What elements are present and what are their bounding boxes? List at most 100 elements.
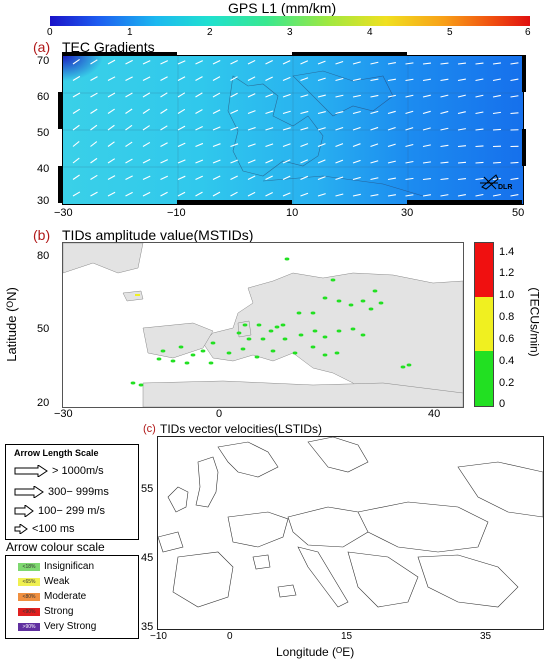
station-dot bbox=[400, 365, 406, 369]
station-dot bbox=[226, 351, 232, 355]
tiny-arrow-icon bbox=[14, 524, 28, 534]
gradient-arrow bbox=[247, 175, 256, 180]
gradient-arrow bbox=[195, 191, 203, 197]
gradient-arrow bbox=[492, 78, 501, 82]
gradient-arrow bbox=[475, 111, 484, 115]
station-dot bbox=[138, 383, 144, 387]
gradient-arrow bbox=[317, 127, 326, 131]
gradient-arrow bbox=[142, 60, 151, 65]
gradient-arrow bbox=[510, 95, 519, 98]
arrow-scale-item: <100 ms bbox=[14, 523, 75, 535]
gradient-arrow bbox=[177, 60, 186, 65]
gradient-arrow bbox=[107, 92, 116, 98]
station-dot bbox=[348, 303, 354, 307]
gradient-arrow bbox=[125, 158, 133, 164]
frame-bar bbox=[58, 166, 62, 203]
station-dot bbox=[360, 299, 366, 303]
station-dot bbox=[242, 323, 248, 327]
gradient-arrow bbox=[265, 143, 274, 148]
gradient-arrow bbox=[195, 109, 203, 114]
gradient-arrow bbox=[177, 125, 186, 131]
station-dot bbox=[236, 331, 242, 335]
dlr-logo-text: DLR bbox=[498, 184, 513, 191]
gradient-arrow bbox=[125, 175, 133, 180]
gradient-arrow bbox=[510, 194, 519, 197]
gradient-arrow bbox=[387, 110, 396, 115]
tec-colorbar bbox=[50, 16, 530, 26]
gradient-arrow bbox=[282, 60, 291, 65]
gradient-arrow bbox=[492, 161, 502, 164]
gradient-arrow bbox=[475, 94, 484, 98]
colour-label: Weak bbox=[44, 576, 70, 587]
colorbar-segment-high bbox=[475, 243, 493, 297]
colour-pct: <18% bbox=[22, 563, 36, 570]
frame-bar bbox=[522, 129, 526, 166]
gradient-arrow bbox=[265, 93, 274, 98]
gradient-arrow bbox=[177, 175, 186, 181]
gradient-arrow bbox=[422, 161, 431, 164]
station-dot bbox=[190, 353, 196, 357]
tid-colorbar bbox=[474, 242, 494, 407]
gradient-arrow bbox=[265, 76, 273, 81]
lat-tick: 20 bbox=[37, 397, 50, 409]
colorbar-tick: 6 bbox=[525, 27, 531, 38]
gradient-arrow bbox=[195, 159, 204, 164]
gradient-arrow bbox=[160, 191, 168, 197]
station-dot bbox=[378, 301, 384, 305]
gradient-arrow bbox=[300, 192, 309, 197]
gradient-arrow bbox=[422, 110, 431, 115]
gradient-arrow bbox=[142, 158, 151, 164]
colour-scale-item: <18% Insignifican bbox=[18, 561, 94, 572]
lon-tick: 0 bbox=[227, 631, 233, 642]
gradient-arrow bbox=[177, 142, 186, 147]
colour-scale-item: <80% Moderate bbox=[18, 591, 86, 602]
gradient-arrow bbox=[90, 108, 98, 114]
gradient-arrow bbox=[440, 127, 449, 131]
gradient-arrow bbox=[142, 191, 151, 197]
station-dot bbox=[310, 345, 316, 349]
gradient-arrow bbox=[370, 126, 379, 131]
gradient-arrow bbox=[247, 126, 256, 131]
gradient-arrow bbox=[125, 92, 133, 98]
gradient-arrow bbox=[90, 92, 98, 98]
gradient-arrow bbox=[142, 76, 151, 81]
station-dot bbox=[270, 349, 276, 353]
panel-b-letter: (b) bbox=[33, 227, 51, 243]
gradient-arrow bbox=[90, 124, 98, 131]
station-dot bbox=[156, 357, 162, 361]
gradient-arrow bbox=[440, 161, 449, 164]
gradient-arrow bbox=[107, 158, 116, 164]
gradient-arrow bbox=[265, 110, 274, 115]
gradient-arrow bbox=[230, 92, 238, 98]
gradient-arrow bbox=[440, 144, 449, 148]
colorbar-tick: 4 bbox=[367, 27, 373, 38]
gradient-arrow bbox=[352, 176, 361, 181]
gradient-arrow bbox=[475, 145, 484, 148]
station-dot bbox=[330, 278, 336, 282]
station-dot bbox=[334, 351, 340, 355]
gradient-arrow bbox=[72, 92, 81, 98]
colorbar-tick: 3 bbox=[287, 27, 293, 38]
arrow-colour-title: Arrow colour scale bbox=[6, 540, 105, 554]
station-dot bbox=[208, 361, 214, 365]
gradient-arrow bbox=[370, 160, 379, 164]
arrow-scale-item: > 1000m/s bbox=[14, 465, 104, 477]
frame-bar bbox=[62, 52, 177, 56]
gradient-arrow bbox=[90, 76, 98, 81]
colour-pct: <90% bbox=[22, 608, 36, 615]
gradient-arrow bbox=[247, 76, 256, 81]
gradient-arrow bbox=[405, 127, 414, 131]
gradient-arrow bbox=[440, 94, 449, 98]
lat-tick: 50 bbox=[37, 127, 50, 139]
gradient-arrow bbox=[160, 76, 168, 81]
medium-arrow-icon bbox=[14, 486, 44, 498]
colorbar-tick: 2 bbox=[207, 27, 213, 38]
gradient-arrow bbox=[230, 159, 239, 164]
station-dot bbox=[260, 337, 266, 341]
station-dot bbox=[322, 296, 328, 300]
gradient-arrow bbox=[282, 76, 291, 82]
station-dot bbox=[170, 359, 176, 363]
lat-tick: 45 bbox=[141, 552, 154, 564]
lat-tick: 70 bbox=[37, 55, 50, 67]
lat-tick: 55 bbox=[141, 483, 154, 495]
